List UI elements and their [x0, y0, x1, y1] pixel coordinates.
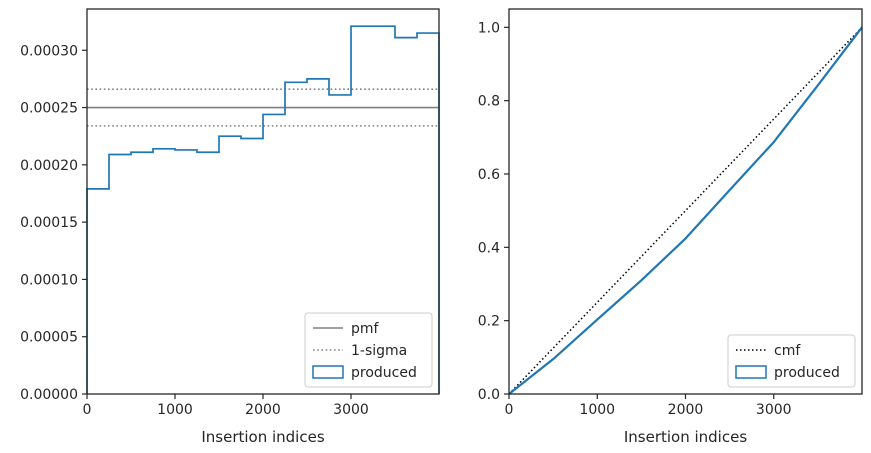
y-tick-label: 0.00005: [20, 330, 78, 346]
x-tick-label: 2000: [245, 402, 281, 418]
legend-label: pmf: [351, 321, 380, 337]
produced-histogram: [86, 25, 440, 394]
x-axis-label: Insertion indices: [624, 428, 747, 446]
y-tick-label: 0.2: [478, 314, 500, 330]
legend-label: produced: [774, 365, 840, 381]
legend-label: cmf: [774, 343, 801, 359]
produced-cumulative: [508, 26, 863, 395]
cmf-line: [508, 26, 863, 395]
legend-produced-handle: [735, 365, 767, 379]
y-tick-label: 1.0: [478, 20, 500, 36]
x-tick-label: 0: [83, 402, 92, 418]
legend: cmf produced: [727, 334, 856, 388]
legend-box: [304, 312, 433, 388]
legend: pmf 1-sigma produced: [304, 312, 433, 388]
x-tick-label: 3000: [756, 402, 792, 418]
x-axis-label: Insertion indices: [201, 428, 324, 446]
y-tick-label: 0.0: [478, 387, 500, 403]
y-tick-label: 0.00010: [20, 272, 78, 288]
y-tick-label: 0.6: [478, 167, 500, 183]
legend-box: [727, 334, 856, 388]
y-tick-label: 0.00030: [20, 43, 78, 59]
x-tick-label: 1000: [157, 402, 193, 418]
legend-label: produced: [351, 365, 417, 381]
chart-panel-2: 0 1000 2000 3000 0.0 0.2 0.4 0.6 0.8 1.0 Insertion…: [478, 8, 863, 446]
y-tick-label: 0.00020: [20, 158, 78, 174]
legend-label: 1-sigma: [351, 343, 407, 359]
y-tick-label: 0.00000: [20, 387, 78, 403]
y-tick-label: 0.4: [478, 240, 500, 256]
x-tick-label: 3000: [333, 402, 369, 418]
chart-panel-1: 0 1000 2000 3000 0.00000 0.00005 0.00010 0.0001…: [20, 8, 440, 446]
x-tick-label: 2000: [668, 402, 704, 418]
x-tick-label: 1000: [579, 402, 615, 418]
y-tick-label: 0.00015: [20, 215, 78, 231]
y-tick-label: 0.8: [478, 94, 500, 110]
y-tick-label: 0.00025: [20, 101, 78, 117]
x-tick-label: 0: [505, 402, 514, 418]
legend-produced-handle: [312, 365, 344, 379]
